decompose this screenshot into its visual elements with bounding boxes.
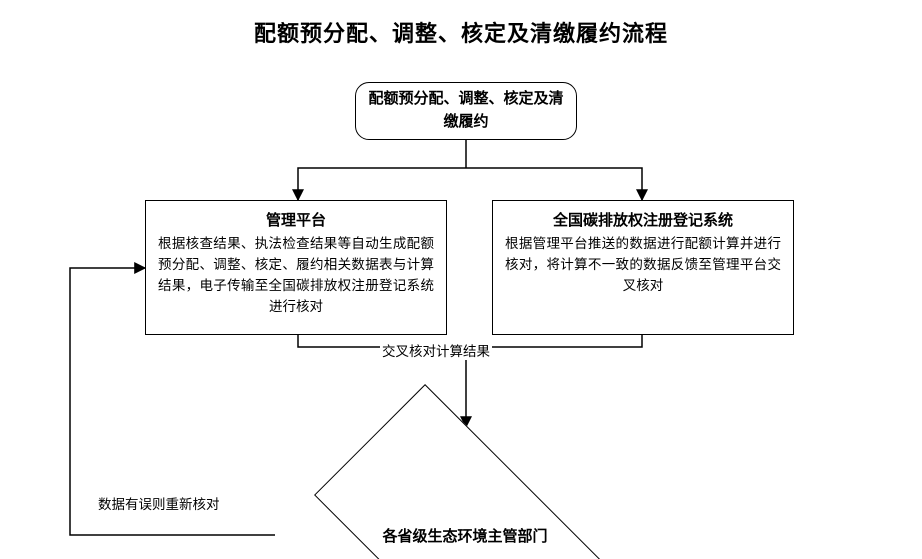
edge-split-right	[466, 168, 642, 200]
node-top-title: 配额预分配、调整、核定及清缴履约	[366, 88, 566, 135]
node-right-body: 根据管理平台推送的数据进行配额计算并进行核对，将计算不一致的数据反馈至管理平台交…	[505, 234, 781, 297]
flowchart-canvas: 配额预分配、调整、核定及清缴履约流程 配额预分配、调整、核定及清缴履约 管理平台…	[0, 0, 922, 559]
edge-label-cross-check: 交叉核对计算结果	[380, 340, 492, 360]
node-left-title: 管理平台	[158, 209, 434, 230]
node-provincial-dept: 各省级生态环境主管部门	[275, 425, 655, 559]
node-diamond-title: 各省级生态环境主管部门	[275, 525, 655, 546]
edge-label-feedback: 数据有误则重新核对	[98, 493, 220, 513]
node-right-title: 全国碳排放权注册登记系统	[505, 209, 781, 230]
page-title: 配额预分配、调整、核定及清缴履约流程	[0, 16, 922, 48]
node-management-platform: 管理平台 根据核查结果、执法检查结果等自动生成配额预分配、调整、核定、履约相关数…	[145, 200, 447, 335]
edge-split-left	[298, 168, 466, 200]
node-top-process: 配额预分配、调整、核定及清缴履约	[355, 82, 577, 140]
node-left-body: 根据核查结果、执法检查结果等自动生成配额预分配、调整、核定、履约相关数据表与计算…	[158, 234, 434, 318]
edge-right-down	[492, 335, 642, 347]
node-registry-system: 全国碳排放权注册登记系统 根据管理平台推送的数据进行配额计算并进行核对，将计算不…	[492, 200, 794, 335]
